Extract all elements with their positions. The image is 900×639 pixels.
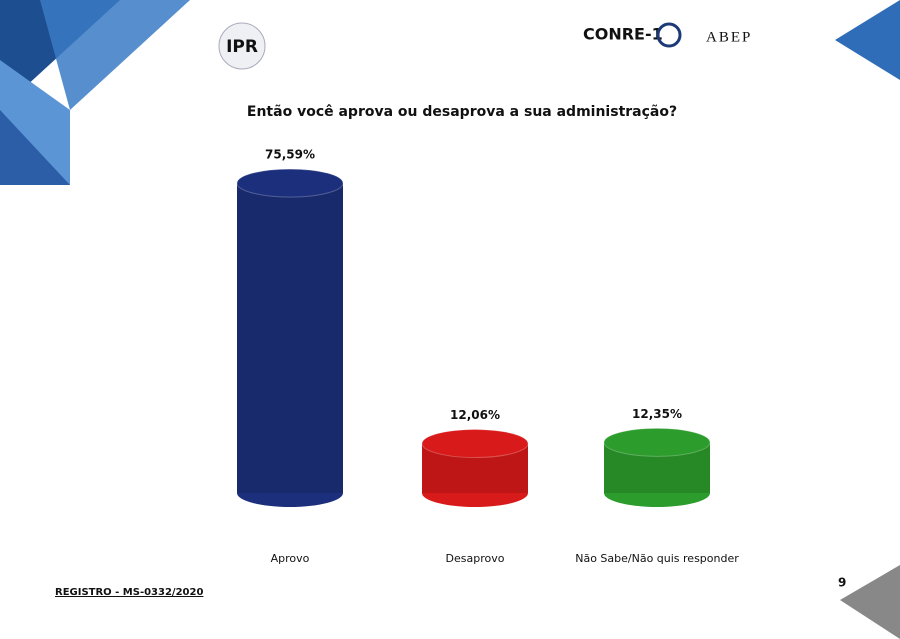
registration: REGISTRO - MS-0332/2020 [55,587,203,598]
logo-text: ABEP [706,29,752,45]
logo-text: IPR [226,37,258,57]
logo-text: CONRE-1 [583,25,663,44]
bar-shade [237,183,343,493]
x-tick-label: Desaprovo [446,552,505,565]
page-number: 9 [838,576,846,590]
chart-title: Então você aprova ou desaprova a sua adm… [247,104,677,120]
value-label: 75,59% [265,148,315,162]
bar-top [236,168,344,198]
bar [237,183,343,493]
x-tick-label: Aprovo [271,552,310,565]
bar-top [421,429,529,459]
logo-icon [656,22,682,48]
ipr-logo: IPR [218,22,266,70]
value-label: 12,35% [632,407,682,421]
value-label: 12,06% [450,408,500,422]
x-tick-label: Não Sabe/Não quis responder [575,552,739,565]
bar-top [603,427,711,457]
